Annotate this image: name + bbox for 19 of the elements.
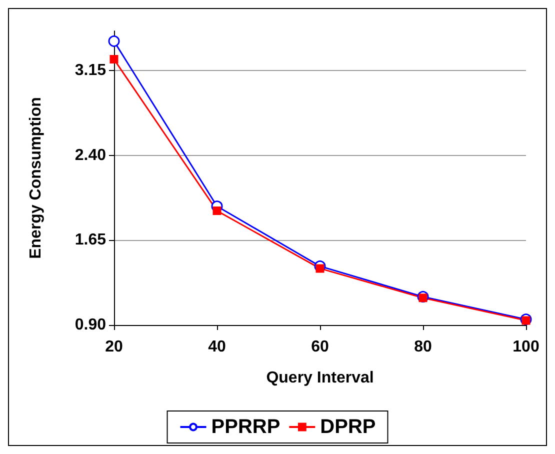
y-tick-label: 0.90 xyxy=(74,316,106,334)
point xyxy=(212,206,222,216)
point xyxy=(418,294,428,302)
x-tick-label: 40 xyxy=(208,338,226,356)
legend-label: DPRP xyxy=(320,416,376,438)
point xyxy=(110,55,118,64)
y-tick-label: 2.40 xyxy=(74,146,106,164)
point xyxy=(108,35,120,47)
point xyxy=(522,316,530,325)
point xyxy=(316,264,324,273)
y-axis-title: Energy Consumption xyxy=(28,97,44,259)
legend-label: PPRRP xyxy=(211,416,280,438)
x-tick-label: 60 xyxy=(311,338,329,356)
y-tick-label: 3.15 xyxy=(74,62,106,80)
x-tick-label: 80 xyxy=(414,338,432,356)
x-tick-label: 20 xyxy=(105,338,123,356)
y-tick-label: 1.65 xyxy=(74,232,106,249)
x-tick-label: 100 xyxy=(512,338,540,356)
x-axis-title: Query Interval xyxy=(266,370,374,386)
